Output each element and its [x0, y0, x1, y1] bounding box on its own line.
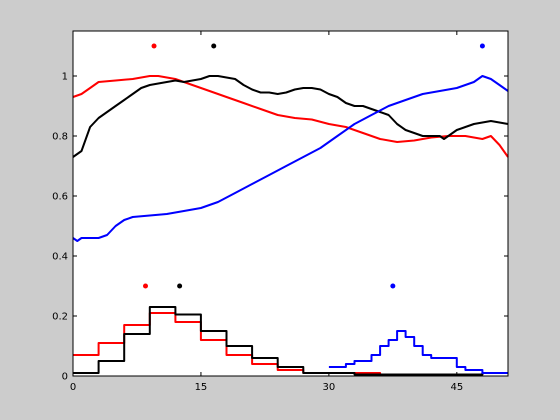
series-layer [72, 75, 509, 376]
y-tick-label: 0 [62, 372, 68, 383]
line-series-0 [72, 75, 509, 158]
peak-marker-3 [143, 283, 148, 289]
line-series-2 [72, 75, 509, 242]
plot-frame [72, 30, 509, 377]
y-tick-label: 0.8 [52, 132, 68, 143]
peak-marker-4 [177, 283, 183, 289]
peak-marker-2 [479, 43, 485, 49]
plot-area [73, 31, 508, 376]
y-tick-label: 0.6 [52, 192, 68, 203]
histogram-series-5 [328, 330, 508, 374]
peak-marker-5 [390, 283, 396, 289]
y-tick-label: 0.2 [52, 312, 68, 323]
y-axis: 0 0.2 0.4 0.6 0.8 1 [52, 72, 508, 383]
y-tick-label: 0.4 [52, 252, 68, 263]
peak-marker-0 [151, 43, 157, 49]
peak-marker-1 [211, 43, 217, 49]
x-tick-label: 0 [70, 382, 76, 393]
y-tick-label: 1 [62, 72, 68, 83]
x-tick-label: 15 [195, 382, 208, 393]
x-tick-label: 45 [450, 382, 463, 393]
marker-layer [143, 43, 485, 289]
x-axis: 0 15 30 45 [70, 31, 463, 393]
histogram-series-4 [73, 306, 508, 376]
x-tick-label: 30 [323, 382, 336, 393]
line-series-1 [72, 75, 509, 158]
